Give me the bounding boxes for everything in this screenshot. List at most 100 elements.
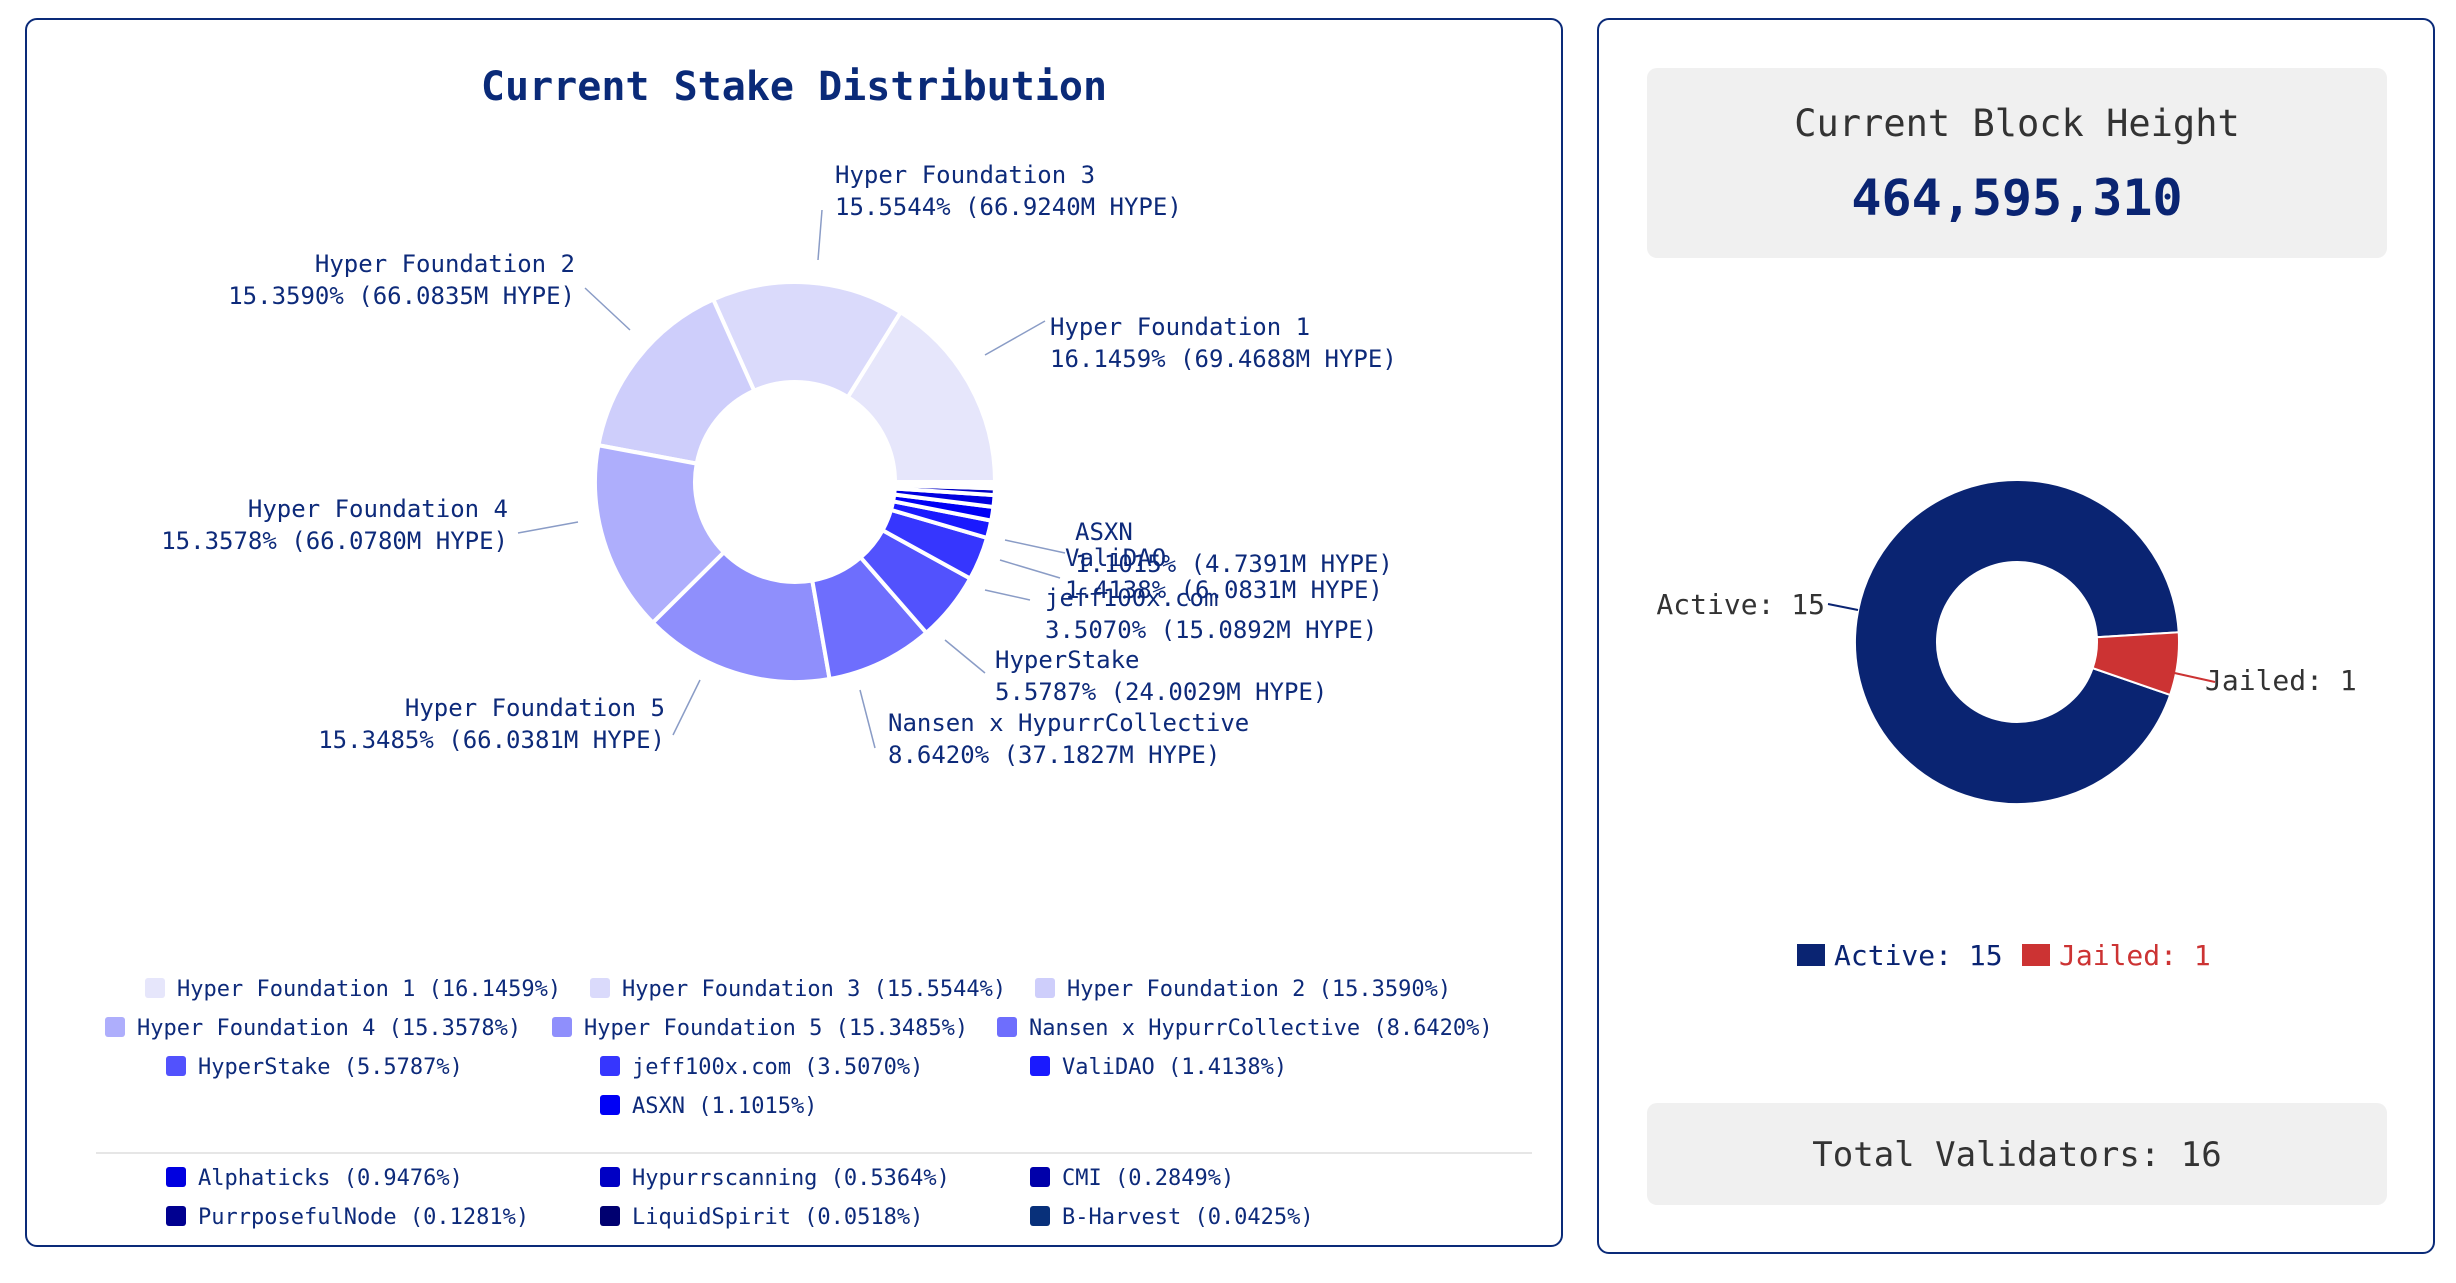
callout-line <box>944 639 986 674</box>
legend-label: Jailed: 1 <box>2059 939 2211 972</box>
callout-line <box>517 521 579 534</box>
callout-hyperstake: HyperStake 5.5787% (24.0029M HYPE) <box>944 639 1327 706</box>
callout-hyper-foundation-4: Hyper Foundation 4 15.3578% (66.0780M HYP… <box>161 495 579 555</box>
legend-item-asxn: ASXN (1.1015%) <box>600 1094 817 1119</box>
legend-label: Hyper Foundation 3 (15.5544%) <box>622 977 1006 1002</box>
block-height-card <box>1647 68 2387 258</box>
callout-active: Active: 15 <box>1656 588 1825 621</box>
legend-swatch <box>997 1017 1017 1037</box>
legend-swatch <box>145 978 165 998</box>
callout-name: ValiDAO <box>1065 544 1166 572</box>
slice-b-harvest <box>892 480 998 485</box>
callout-nansen-x-hypurrcollective: Nansen x HypurrCollective 8.6420% (37.182… <box>859 689 1249 769</box>
legend-item-alphaticks: Alphaticks (0.9476%) <box>166 1166 463 1191</box>
legend-label: jeff100x.com (3.5070%) <box>632 1055 923 1080</box>
validator-status-donut <box>1854 479 2180 806</box>
callout-line <box>859 689 876 749</box>
legend-label: Alphaticks (0.9476%) <box>198 1166 463 1191</box>
slice-hyper-foundation-3 <box>710 280 904 400</box>
callout-line <box>984 589 1031 601</box>
callout-line <box>999 559 1061 579</box>
callout-name: Hyper Foundation 1 <box>1050 313 1310 341</box>
legend-item-jailed: Jailed: 1 <box>2022 939 2211 972</box>
callout-value: 8.6420% (37.1827M HYPE) <box>888 741 1220 769</box>
legend-item-hyperstake: HyperStake (5.5787%) <box>166 1055 463 1080</box>
legend-item-active: Active: 15 <box>1797 939 2003 972</box>
legend-item-nansen-x-hypurrcollective: Nansen x HypurrCollective (8.6420%) <box>997 1016 1493 1041</box>
callout-line <box>984 320 1046 356</box>
legend-item-cmi: CMI (0.2849%) <box>1030 1166 1234 1191</box>
legend-label: CMI (0.2849%) <box>1062 1166 1234 1191</box>
legend-label: Hyper Foundation 4 (15.3578%) <box>137 1016 521 1041</box>
slice-hyper-foundation-5 <box>650 549 832 684</box>
total-validators-card <box>1647 1103 2387 1205</box>
legend-swatch <box>1035 978 1055 998</box>
callout-line <box>1004 539 1066 554</box>
callout-asxn: ASXN 1.1015% (4.7391M HYPE) <box>1004 518 1393 578</box>
stake-legend: Hyper Foundation 1 (16.1459%) Hyper Found… <box>105 977 1493 1230</box>
legend-label: Active: 15 <box>1834 939 2003 972</box>
callout-value: 1.1015% (4.7391M HYPE) <box>1075 550 1393 578</box>
legend-item-hyper-foundation-1: Hyper Foundation 1 (16.1459%) <box>145 977 561 1002</box>
callout-jailed: Jailed: 1 <box>2205 664 2357 697</box>
legend-label: ASXN (1.1015%) <box>632 1094 817 1119</box>
slice-hyper-foundation-1 <box>845 309 998 484</box>
legend-swatch <box>600 1095 620 1115</box>
legend-item-hyper-foundation-3: Hyper Foundation 3 (15.5544%) <box>590 977 1006 1002</box>
legend-swatch <box>590 978 610 998</box>
legend-item-validao: ValiDAO (1.4138%) <box>1030 1055 1287 1080</box>
callout-value: 16.1459% (69.4688M HYPE) <box>1050 345 1397 373</box>
callout-jeff100x-com: jeff100x.com 3.5070% (15.0892M HYPE) <box>984 584 1377 644</box>
total-validators-text: Total Validators: 16 <box>1812 1135 2221 1175</box>
legend-swatch <box>2022 944 2050 966</box>
legend-label: Hyper Foundation 1 (16.1459%) <box>177 977 561 1002</box>
callout-value: 15.3590% (66.0835M HYPE) <box>228 282 575 310</box>
callout-hyper-foundation-2: Hyper Foundation 2 15.3590% (66.0835M HYP… <box>228 250 631 331</box>
slice-hyperstake <box>857 527 973 636</box>
callout-name: HyperStake <box>995 646 1140 674</box>
legend-label: B-Harvest (0.0425%) <box>1062 1205 1314 1230</box>
callout-line-jailed <box>2169 671 2216 683</box>
callout-value: 15.3578% (66.0780M HYPE) <box>161 527 508 555</box>
legend-swatch <box>1030 1167 1050 1187</box>
slice-jailed <box>2091 631 2180 697</box>
callout-name: Nansen x HypurrCollective <box>888 709 1249 737</box>
callout-value: 3.5070% (15.0892M HYPE) <box>1045 616 1377 644</box>
legend-label: PurrposefulNode (0.1281%) <box>198 1205 529 1230</box>
stake-callout-labels: Hyper Foundation 1 16.1459% (69.4688M HYP… <box>161 161 1397 769</box>
callout-name: Hyper Foundation 2 <box>315 250 575 278</box>
legend-swatch <box>166 1206 186 1226</box>
legend-swatch <box>1030 1206 1050 1226</box>
callout-validao: ValiDAO 1.4138% (6.0831M HYPE) <box>999 544 1383 604</box>
legend-swatch <box>600 1167 620 1187</box>
legend-label: Hyper Foundation 5 (15.3485%) <box>584 1016 968 1041</box>
slice-active <box>1854 479 2180 806</box>
legend-swatch <box>1030 1056 1050 1076</box>
legend-label: Hyper Foundation 2 (15.3590%) <box>1067 977 1451 1002</box>
legend-swatch <box>105 1017 125 1037</box>
callout-name: ASXN <box>1075 518 1133 546</box>
legend-item-purrposefulnode: PurrposefulNode (0.1281%) <box>166 1205 529 1230</box>
callout-line <box>817 209 823 261</box>
block-height-label: Current Block Height <box>1794 102 2240 145</box>
callout-name: Hyper Foundation 4 <box>248 495 508 523</box>
legend-swatch <box>1797 944 1825 966</box>
validator-status-callouts: Active: 15 Jailed: 1 <box>1656 588 2356 697</box>
legend-label: LiquidSpirit (0.0518%) <box>632 1205 923 1230</box>
callout-name: Hyper Foundation 5 <box>405 694 665 722</box>
legend-item-b-harvest: B-Harvest (0.0425%) <box>1030 1205 1314 1230</box>
legend-item-hyper-foundation-4: Hyper Foundation 4 (15.3578%) <box>105 1016 521 1041</box>
callout-value: 15.3485% (66.0381M HYPE) <box>318 726 665 754</box>
legend-item-hyper-foundation-2: Hyper Foundation 2 (15.3590%) <box>1035 977 1451 1002</box>
slice-hyper-foundation-4 <box>593 442 727 626</box>
legend-swatch <box>600 1206 620 1226</box>
callout-hyper-foundation-3: Hyper Foundation 3 15.5544% (66.9240M HYP… <box>817 161 1182 261</box>
callout-name: jeff100x.com <box>1045 584 1218 612</box>
callout-hyper-foundation-5: Hyper Foundation 5 15.3485% (66.0381M HYP… <box>318 679 701 754</box>
callout-hyper-foundation-1: Hyper Foundation 1 16.1459% (69.4688M HYP… <box>984 313 1397 373</box>
callout-value: 5.5787% (24.0029M HYPE) <box>995 678 1327 706</box>
callout-line <box>672 679 701 736</box>
legend-swatch <box>166 1167 186 1187</box>
callout-value: 1.4138% (6.0831M HYPE) <box>1065 576 1383 604</box>
legend-item-hypurrscanning: Hypurrscanning (0.5364%) <box>600 1166 950 1191</box>
